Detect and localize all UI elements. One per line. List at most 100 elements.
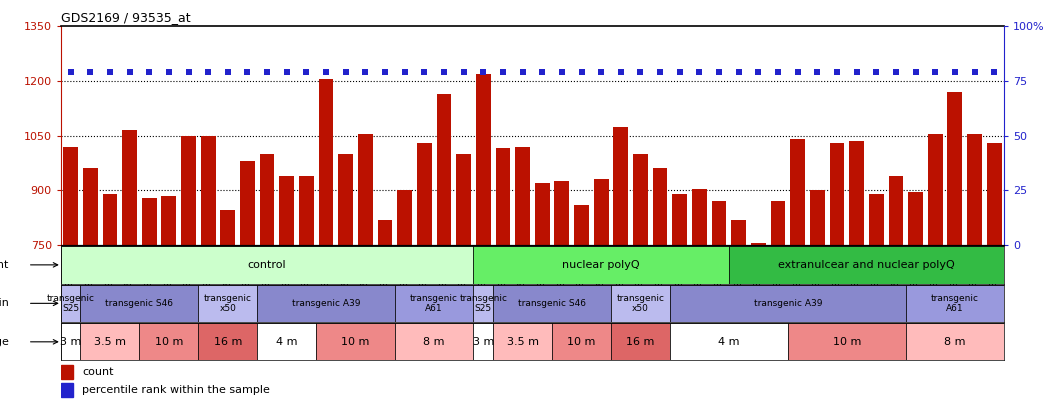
Point bbox=[219, 68, 236, 75]
Point bbox=[62, 68, 79, 75]
FancyBboxPatch shape bbox=[905, 285, 1004, 322]
Point bbox=[750, 68, 767, 75]
Bar bbox=[63, 147, 78, 245]
Bar bbox=[889, 176, 903, 245]
Point bbox=[533, 68, 550, 75]
Bar bbox=[987, 143, 1002, 245]
Point bbox=[986, 68, 1003, 75]
Point bbox=[279, 68, 296, 75]
Point bbox=[416, 68, 433, 75]
Bar bbox=[240, 161, 255, 245]
Point bbox=[495, 68, 511, 75]
Bar bbox=[613, 126, 628, 245]
Point bbox=[455, 68, 472, 75]
Point bbox=[632, 68, 649, 75]
Point bbox=[436, 68, 453, 75]
Text: percentile rank within the sample: percentile rank within the sample bbox=[82, 385, 270, 395]
Point bbox=[376, 68, 393, 75]
FancyBboxPatch shape bbox=[493, 285, 611, 322]
Bar bbox=[456, 154, 471, 245]
Point bbox=[966, 68, 983, 75]
Bar bbox=[516, 147, 530, 245]
Bar bbox=[339, 154, 353, 245]
FancyBboxPatch shape bbox=[905, 323, 1004, 360]
FancyBboxPatch shape bbox=[474, 246, 729, 284]
FancyBboxPatch shape bbox=[493, 323, 552, 360]
FancyBboxPatch shape bbox=[670, 285, 905, 322]
Point bbox=[711, 68, 727, 75]
Point bbox=[946, 68, 963, 75]
Point bbox=[357, 68, 374, 75]
Text: transgenic
S25: transgenic S25 bbox=[46, 294, 94, 313]
FancyBboxPatch shape bbox=[611, 323, 670, 360]
Text: control: control bbox=[247, 260, 286, 270]
Bar bbox=[83, 168, 97, 245]
Point bbox=[515, 68, 531, 75]
Point bbox=[396, 68, 413, 75]
Bar bbox=[534, 183, 549, 245]
Bar bbox=[358, 134, 373, 245]
Bar bbox=[496, 148, 510, 245]
Point bbox=[298, 68, 314, 75]
Bar bbox=[830, 143, 845, 245]
Point bbox=[259, 68, 276, 75]
Bar bbox=[947, 92, 962, 245]
Bar bbox=[967, 134, 982, 245]
Bar bbox=[810, 190, 825, 245]
Point bbox=[612, 68, 629, 75]
FancyBboxPatch shape bbox=[788, 323, 905, 360]
FancyBboxPatch shape bbox=[61, 323, 81, 360]
Text: 3.5 m: 3.5 m bbox=[94, 337, 126, 347]
Text: 10 m: 10 m bbox=[567, 337, 595, 347]
Point bbox=[829, 68, 846, 75]
Text: count: count bbox=[82, 367, 113, 377]
FancyBboxPatch shape bbox=[198, 285, 258, 322]
Text: 3 m: 3 m bbox=[60, 337, 82, 347]
Point bbox=[691, 68, 707, 75]
Bar bbox=[141, 198, 156, 245]
Bar bbox=[319, 79, 333, 245]
Bar bbox=[437, 94, 452, 245]
Bar bbox=[417, 143, 432, 245]
Text: 3.5 m: 3.5 m bbox=[506, 337, 539, 347]
FancyBboxPatch shape bbox=[395, 285, 474, 322]
Bar bbox=[397, 190, 412, 245]
Text: transgenic A39: transgenic A39 bbox=[291, 299, 361, 308]
Bar bbox=[554, 181, 569, 245]
Bar bbox=[927, 134, 942, 245]
Text: transgenic
A61: transgenic A61 bbox=[410, 294, 458, 313]
Bar bbox=[909, 192, 923, 245]
Text: transgenic S46: transgenic S46 bbox=[518, 299, 586, 308]
Text: transgenic
S25: transgenic S25 bbox=[459, 294, 507, 313]
Point bbox=[553, 68, 570, 75]
Text: nuclear polyQ: nuclear polyQ bbox=[563, 260, 640, 270]
FancyBboxPatch shape bbox=[258, 285, 395, 322]
Point bbox=[122, 68, 138, 75]
Point bbox=[573, 68, 590, 75]
Text: 4 m: 4 m bbox=[718, 337, 740, 347]
Point bbox=[337, 68, 354, 75]
Bar bbox=[61, 364, 72, 379]
Point bbox=[82, 68, 99, 75]
Bar bbox=[712, 201, 726, 245]
Text: 8 m: 8 m bbox=[944, 337, 965, 347]
Point bbox=[730, 68, 747, 75]
Text: 4 m: 4 m bbox=[276, 337, 298, 347]
Point bbox=[848, 68, 865, 75]
Bar bbox=[751, 243, 766, 245]
Bar bbox=[633, 154, 648, 245]
FancyBboxPatch shape bbox=[611, 285, 670, 322]
Bar bbox=[181, 136, 196, 245]
Text: transgenic
A61: transgenic A61 bbox=[931, 294, 979, 313]
FancyBboxPatch shape bbox=[552, 323, 611, 360]
Point bbox=[908, 68, 924, 75]
Bar bbox=[653, 168, 668, 245]
Text: 16 m: 16 m bbox=[214, 337, 242, 347]
FancyBboxPatch shape bbox=[258, 323, 316, 360]
Text: 16 m: 16 m bbox=[627, 337, 655, 347]
Text: 10 m: 10 m bbox=[832, 337, 861, 347]
Bar bbox=[849, 141, 864, 245]
Text: 3 m: 3 m bbox=[473, 337, 494, 347]
Bar bbox=[220, 210, 235, 245]
Text: strain: strain bbox=[0, 298, 9, 308]
